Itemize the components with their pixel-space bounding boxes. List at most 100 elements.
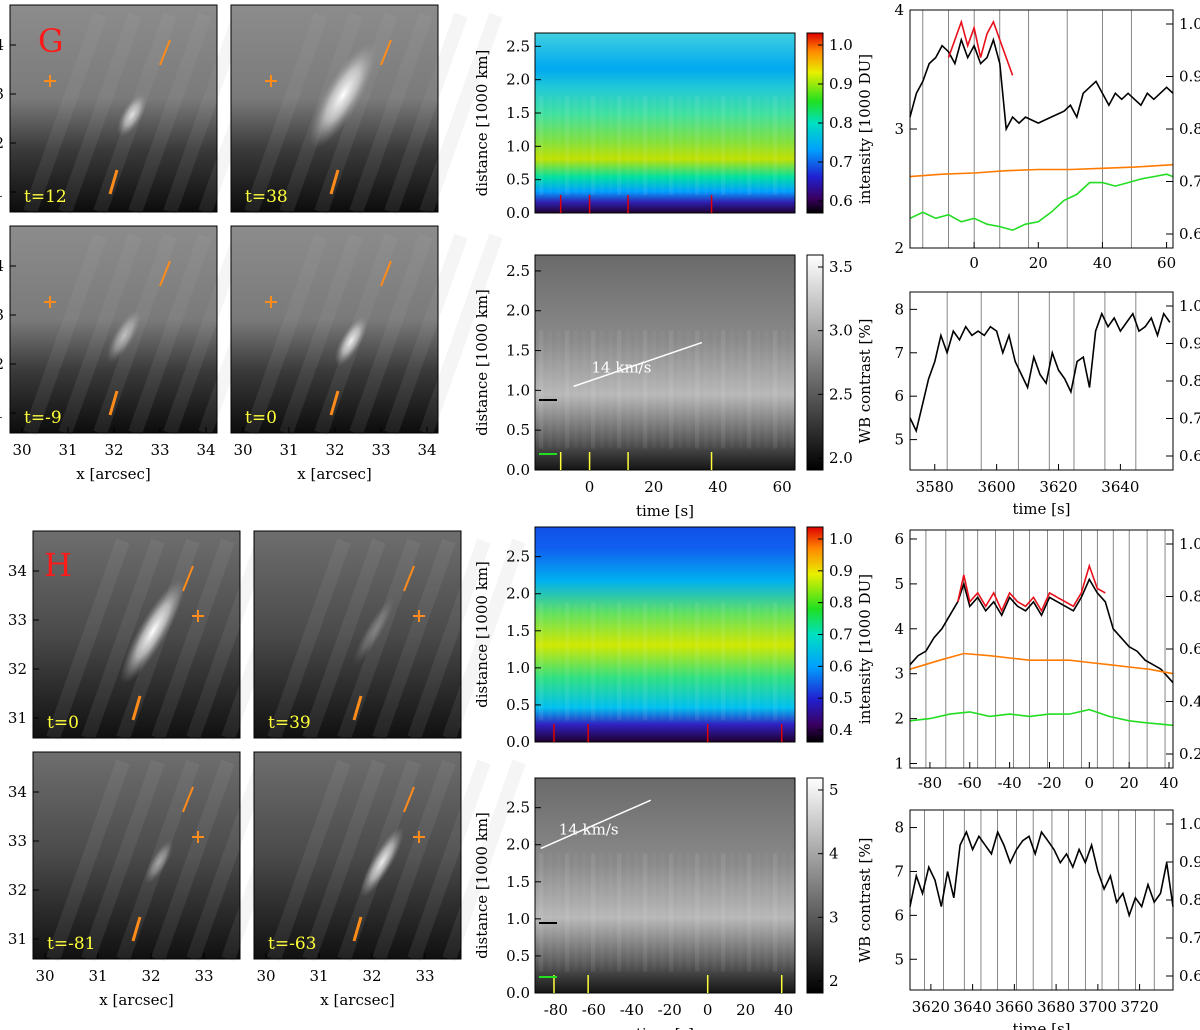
- right-tick-label: 0.8: [1179, 891, 1200, 909]
- xt-streak: [756, 602, 760, 720]
- slit-marker-bottom: [131, 916, 142, 942]
- xt-streak: [634, 330, 638, 448]
- speed-line: [573, 341, 703, 388]
- xt-map-frame: [534, 777, 796, 994]
- xt-streak: [773, 853, 778, 972]
- xt-streak: [669, 853, 674, 972]
- x-axis-title: x [arcsec]: [76, 465, 150, 483]
- xt-streak: [764, 96, 768, 195]
- xt-streak: [626, 330, 630, 448]
- slit-marker-bottom: [108, 169, 119, 195]
- slit-marker-bottom: [352, 695, 363, 721]
- frame-time-label: t=12: [24, 187, 67, 207]
- x-axis-title: time [s]: [636, 502, 694, 520]
- slit-marker-top: [403, 786, 415, 813]
- y-tick-label: 1.0: [506, 137, 530, 155]
- speed-label: 14 km/s: [559, 820, 619, 838]
- frame-time-label: t=-63: [268, 934, 316, 954]
- y-tick-label: 6: [894, 387, 904, 405]
- xt-streak: [652, 602, 656, 720]
- fibril-streak: [46, 759, 130, 962]
- x-tick-label: 31: [279, 441, 298, 459]
- series-red: [947, 19, 1014, 76]
- fibril-streak: [302, 538, 386, 741]
- xt-streak: [790, 96, 794, 195]
- y-tick-label: 2.5: [506, 548, 530, 566]
- xt-streak: [539, 602, 544, 721]
- xt-streak: [617, 853, 622, 972]
- xt-streak: [730, 602, 734, 720]
- xt-streak: [773, 602, 778, 721]
- series-green: [909, 708, 1174, 727]
- y-tick-label: 5: [894, 575, 904, 593]
- xt-streak: [738, 96, 742, 195]
- right-tick-label: 0.8: [1179, 588, 1200, 606]
- image-panel-H-3: t=-81: [33, 752, 305, 962]
- y-tick-label: 1.5: [506, 622, 530, 640]
- x-tick-label: 3640: [1101, 478, 1139, 496]
- image-panel-H-1: t=0: [33, 531, 305, 741]
- xt-streak: [548, 853, 552, 971]
- xt-streak: [712, 330, 716, 448]
- x-tick-label: 0: [1085, 774, 1095, 792]
- y-tick-label: 0.0: [506, 461, 530, 479]
- xt-streak: [790, 330, 794, 448]
- series-red: [957, 563, 1106, 613]
- jet-feature: [120, 578, 186, 684]
- xt-streak: [582, 602, 586, 720]
- xt-streak: [782, 330, 786, 448]
- y-axis-title: distance [1000 km]: [473, 561, 491, 708]
- xt-streak: [548, 602, 552, 720]
- x-tick-label: 33: [415, 967, 434, 985]
- fibril-streak: [128, 233, 212, 436]
- fibril-streak: [23, 12, 107, 215]
- xt-streak: [721, 96, 726, 195]
- xt-streak: [643, 96, 648, 195]
- fibril-streak: [58, 233, 142, 436]
- xt-streak: [600, 602, 604, 720]
- xt-streak: [582, 96, 586, 195]
- colorbar-tick-label: 0.5: [829, 689, 853, 707]
- fibril-streak: [186, 759, 270, 962]
- fibril-streak: [314, 12, 398, 215]
- fibril-streak: [349, 233, 433, 436]
- y-tick-label: 4: [894, 1, 904, 19]
- xt-streak: [764, 853, 768, 971]
- xt-streak: [617, 330, 622, 449]
- y-tick-label: 6: [894, 530, 904, 548]
- y-tick-label: 33: [0, 306, 4, 324]
- xt-streak: [782, 96, 786, 195]
- xt-streak: [608, 853, 612, 971]
- x-tick-label: -60: [958, 774, 982, 792]
- x-tick-label: 20: [736, 1001, 755, 1019]
- x-tick-label: 3620: [912, 998, 950, 1016]
- x-tick-label: -60: [582, 1001, 606, 1019]
- x-tick-label: -80: [918, 774, 942, 792]
- y-tick-label: 4: [894, 620, 904, 638]
- y-tick-label: 31: [8, 930, 27, 948]
- fibril-streak: [151, 759, 235, 962]
- xt-streak: [591, 602, 596, 721]
- frame-time-label: t=38: [245, 187, 288, 207]
- xt-map-frame: [534, 32, 796, 214]
- xt-map-frame: [534, 526, 796, 743]
- xt-streak: [556, 330, 560, 448]
- colorbar-tick-label: 0.8: [829, 594, 853, 612]
- xt-streak: [764, 602, 768, 720]
- right-tick-label: 0.8: [1179, 120, 1200, 138]
- y-tick-label: 31: [0, 404, 4, 422]
- xt-streak: [695, 853, 700, 972]
- x-tick-label: 60: [773, 478, 792, 496]
- series-black: [909, 577, 1174, 684]
- slit-marker-bottom: [131, 695, 142, 721]
- y-tick-label: 6: [894, 906, 904, 924]
- xt-streak: [686, 853, 690, 971]
- y-tick-label: 32: [8, 881, 27, 899]
- x-tick-label: 3600: [978, 478, 1016, 496]
- xt-streak: [678, 602, 682, 720]
- colorbar-tick-label: 0.7: [829, 626, 853, 644]
- x-tick-label: 31: [58, 441, 77, 459]
- x-axis-title: x [arcsec]: [297, 465, 371, 483]
- xt-xt_color-G: [535, 33, 795, 213]
- colorbar-tick-label: 0.7: [829, 153, 853, 171]
